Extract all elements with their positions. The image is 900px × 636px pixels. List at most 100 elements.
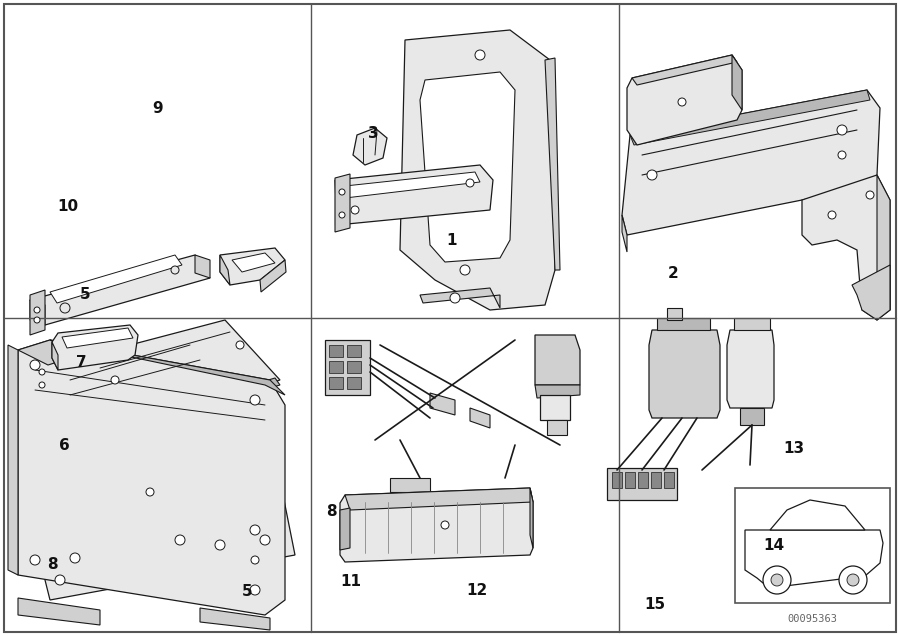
Polygon shape xyxy=(62,328,133,348)
Polygon shape xyxy=(420,288,500,308)
Polygon shape xyxy=(345,488,533,510)
Text: 7: 7 xyxy=(76,355,86,370)
Text: 6: 6 xyxy=(59,438,70,453)
Polygon shape xyxy=(52,325,138,370)
Polygon shape xyxy=(353,128,387,165)
Circle shape xyxy=(441,521,449,529)
Circle shape xyxy=(763,566,791,594)
Text: 8: 8 xyxy=(326,504,337,520)
Polygon shape xyxy=(340,488,533,562)
Circle shape xyxy=(34,317,40,323)
Polygon shape xyxy=(547,420,567,435)
Polygon shape xyxy=(8,345,18,575)
Circle shape xyxy=(839,566,867,594)
Circle shape xyxy=(39,369,45,375)
Circle shape xyxy=(250,395,260,405)
Circle shape xyxy=(838,151,846,159)
Polygon shape xyxy=(18,340,285,615)
Circle shape xyxy=(847,574,859,586)
Polygon shape xyxy=(420,72,515,262)
Polygon shape xyxy=(400,30,555,310)
Polygon shape xyxy=(50,255,182,303)
Circle shape xyxy=(828,211,836,219)
Polygon shape xyxy=(335,180,337,225)
Polygon shape xyxy=(745,530,883,586)
Bar xyxy=(612,472,622,488)
Circle shape xyxy=(460,265,470,275)
Bar xyxy=(638,472,648,488)
Polygon shape xyxy=(632,55,737,85)
Text: 12: 12 xyxy=(466,583,488,598)
Bar xyxy=(347,361,361,373)
Polygon shape xyxy=(530,488,533,548)
Bar xyxy=(329,361,343,373)
Polygon shape xyxy=(18,340,80,365)
Circle shape xyxy=(837,125,847,135)
Circle shape xyxy=(250,525,260,535)
Bar xyxy=(664,472,674,488)
Polygon shape xyxy=(545,58,560,270)
Polygon shape xyxy=(852,265,890,320)
Circle shape xyxy=(146,488,154,496)
Bar xyxy=(329,377,343,389)
Text: 15: 15 xyxy=(644,597,666,612)
Text: 5: 5 xyxy=(80,287,91,302)
Polygon shape xyxy=(35,360,50,398)
Polygon shape xyxy=(535,335,580,385)
Polygon shape xyxy=(30,255,210,325)
Polygon shape xyxy=(802,175,890,320)
Circle shape xyxy=(215,540,225,550)
Polygon shape xyxy=(877,175,890,310)
Polygon shape xyxy=(540,395,570,420)
Polygon shape xyxy=(232,253,275,272)
Circle shape xyxy=(647,170,657,180)
Polygon shape xyxy=(770,500,865,530)
Text: 3: 3 xyxy=(368,126,379,141)
Polygon shape xyxy=(535,385,580,398)
Polygon shape xyxy=(732,55,742,110)
Text: 14: 14 xyxy=(763,538,785,553)
Text: 1: 1 xyxy=(446,233,457,248)
Polygon shape xyxy=(50,340,285,395)
Circle shape xyxy=(30,555,40,565)
Circle shape xyxy=(39,382,45,388)
Circle shape xyxy=(111,376,119,384)
Circle shape xyxy=(250,585,260,595)
Polygon shape xyxy=(667,308,682,320)
Polygon shape xyxy=(430,393,455,415)
Circle shape xyxy=(466,179,474,187)
Polygon shape xyxy=(30,290,45,335)
Polygon shape xyxy=(85,378,280,440)
Circle shape xyxy=(351,206,359,214)
Circle shape xyxy=(175,535,185,545)
Bar xyxy=(625,472,635,488)
Text: 9: 9 xyxy=(152,100,163,116)
Text: 5: 5 xyxy=(242,584,253,599)
Circle shape xyxy=(171,266,179,274)
Polygon shape xyxy=(649,330,720,418)
Polygon shape xyxy=(195,255,210,278)
Circle shape xyxy=(70,553,80,563)
Bar xyxy=(347,345,361,357)
Circle shape xyxy=(60,303,70,313)
Polygon shape xyxy=(657,318,710,330)
Polygon shape xyxy=(30,300,45,325)
Polygon shape xyxy=(200,608,270,630)
Circle shape xyxy=(339,212,345,218)
Text: 10: 10 xyxy=(57,199,78,214)
Text: 13: 13 xyxy=(783,441,805,456)
Polygon shape xyxy=(335,165,493,225)
Circle shape xyxy=(771,574,783,586)
Polygon shape xyxy=(345,172,480,198)
Polygon shape xyxy=(52,342,58,370)
Circle shape xyxy=(34,307,40,313)
Polygon shape xyxy=(622,90,880,235)
Circle shape xyxy=(339,189,345,195)
Polygon shape xyxy=(627,55,742,145)
Polygon shape xyxy=(470,408,490,428)
Polygon shape xyxy=(35,370,90,440)
Polygon shape xyxy=(740,408,764,425)
Circle shape xyxy=(450,293,460,303)
Polygon shape xyxy=(390,478,430,492)
Circle shape xyxy=(866,191,874,199)
